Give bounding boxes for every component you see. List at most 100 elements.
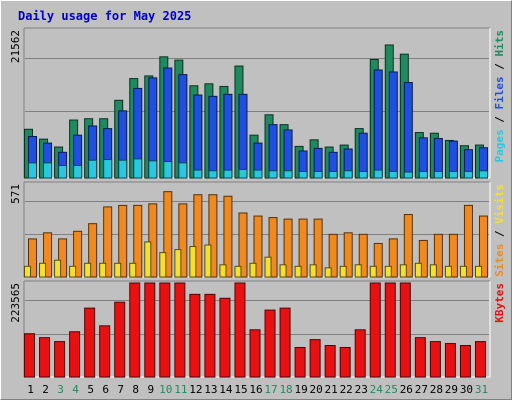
bar-sites-day-4 <box>69 265 77 278</box>
bar-sites-day-16 <box>249 262 257 278</box>
bar-sites-day-26 <box>399 264 407 278</box>
bar-kbytes-day-11 <box>174 282 186 378</box>
day-label-31: 31 <box>475 383 488 396</box>
bar-sites-day-31 <box>474 265 482 278</box>
bar-sites-day-18 <box>279 264 287 278</box>
day-label-8: 8 <box>132 383 139 396</box>
bar-kbytes-day-29 <box>444 343 456 378</box>
bar-pages-day-23 <box>358 170 368 179</box>
bar-visits-day-17 <box>268 217 278 278</box>
day-label-15: 15 <box>234 383 247 396</box>
day-label-5: 5 <box>87 383 94 396</box>
bar-kbytes-day-1 <box>24 333 36 378</box>
bar-pages-day-28 <box>433 170 443 179</box>
bar-visits-day-18 <box>283 218 293 278</box>
bar-kbytes-day-30 <box>459 345 471 378</box>
bar-sites-day-14 <box>219 264 227 278</box>
bar-visits-day-11 <box>178 203 188 278</box>
bar-pages-day-27 <box>418 170 428 179</box>
bar-kbytes-day-4 <box>69 331 81 378</box>
panel-kbytes: 223565 KBytes <box>9 280 506 378</box>
bar-files-day-14 <box>223 93 233 179</box>
bar-files-day-26 <box>403 82 413 179</box>
panels-layer: 21562 Pages / Files / Hits 571 Sites / Visi… <box>9 27 506 378</box>
day-label-12: 12 <box>189 383 202 396</box>
bar-visits-day-6 <box>103 206 113 278</box>
bar-sites-day-17 <box>264 256 272 278</box>
bar-pages-day-11 <box>178 162 188 179</box>
day-label-22: 22 <box>340 383 353 396</box>
day-label-13: 13 <box>204 383 217 396</box>
bar-pages-day-29 <box>448 170 458 179</box>
bar-sites-day-13 <box>204 244 212 278</box>
bar-sites-day-28 <box>429 264 437 278</box>
bar-files-day-17 <box>268 124 278 179</box>
day-label-14: 14 <box>219 383 233 396</box>
bar-kbytes-day-18 <box>279 307 291 378</box>
bar-kbytes-day-16 <box>249 329 261 378</box>
bar-kbytes-day-19 <box>294 346 306 378</box>
bar-visits-day-24 <box>373 242 383 278</box>
bar-sites-day-25 <box>384 265 392 278</box>
panel-legend: Pages / Files / Hits <box>493 30 506 163</box>
bar-visits-day-26 <box>403 214 413 278</box>
bar-pages-day-25 <box>388 170 398 179</box>
day-label-9: 9 <box>147 383 154 396</box>
bar-files-day-25 <box>388 71 398 179</box>
bar-kbytes-day-31 <box>474 341 486 378</box>
bar-visits-day-25 <box>388 238 398 278</box>
bar-sites-day-22 <box>339 265 347 278</box>
legend-entry: Pages <box>493 129 506 162</box>
bar-kbytes-day-26 <box>399 282 411 378</box>
bar-pages-day-7 <box>118 159 128 179</box>
day-label-17: 17 <box>264 383 277 396</box>
bar-kbytes-day-22 <box>339 346 351 378</box>
day-label-3: 3 <box>57 383 64 396</box>
day-label-25: 25 <box>385 383 398 396</box>
panel-legend: KBytes <box>493 283 506 323</box>
bar-visits-day-28 <box>433 233 443 278</box>
bar-pages-day-20 <box>313 170 323 179</box>
bar-pages-day-4 <box>73 164 83 179</box>
bar-sites-day-19 <box>294 265 302 278</box>
bar-visits-day-13 <box>208 194 218 278</box>
day-label-11: 11 <box>174 383 187 396</box>
bar-kbytes-day-23 <box>354 329 366 378</box>
bar-kbytes-day-28 <box>429 341 441 378</box>
bar-kbytes-day-25 <box>384 282 396 378</box>
bar-kbytes-day-9 <box>144 282 156 378</box>
bar-pages-day-6 <box>103 159 113 179</box>
bar-kbytes-day-10 <box>159 282 171 378</box>
bar-sites-day-21 <box>324 267 332 278</box>
bar-sites-day-7 <box>114 262 122 278</box>
day-label-4: 4 <box>72 383 79 396</box>
bar-pages-day-13 <box>208 170 218 179</box>
bar-visits-day-30 <box>463 204 473 278</box>
bar-files-day-12 <box>193 94 203 179</box>
legend-entry: / <box>493 57 506 77</box>
legend-entry: KBytes <box>493 283 506 323</box>
bar-pages-day-24 <box>373 169 383 179</box>
bar-visits-day-5 <box>88 223 98 278</box>
day-label-6: 6 <box>102 383 109 396</box>
panel-max-label: 571 <box>9 184 22 204</box>
day-label-24: 24 <box>370 383 384 396</box>
bar-visits-day-14 <box>223 195 233 278</box>
day-label-26: 26 <box>400 383 413 396</box>
bar-pages-day-30 <box>463 170 473 179</box>
bar-files-day-13 <box>208 95 218 179</box>
bar-visits-day-3 <box>58 238 68 278</box>
bar-visits-day-10 <box>163 191 173 278</box>
day-label-1: 1 <box>27 383 34 396</box>
bar-pages-day-10 <box>163 161 173 179</box>
day-label-30: 30 <box>460 383 473 396</box>
legend-entry: Files <box>493 76 506 109</box>
bar-sites-day-5 <box>84 262 92 278</box>
panel-traffic: 21562 Pages / Files / Hits <box>9 27 506 179</box>
bar-pages-day-1 <box>28 162 38 179</box>
bar-files-day-15 <box>238 93 248 179</box>
bar-visits-day-15 <box>238 212 248 278</box>
bar-pages-day-16 <box>253 169 263 179</box>
bar-sites-day-8 <box>129 262 137 278</box>
